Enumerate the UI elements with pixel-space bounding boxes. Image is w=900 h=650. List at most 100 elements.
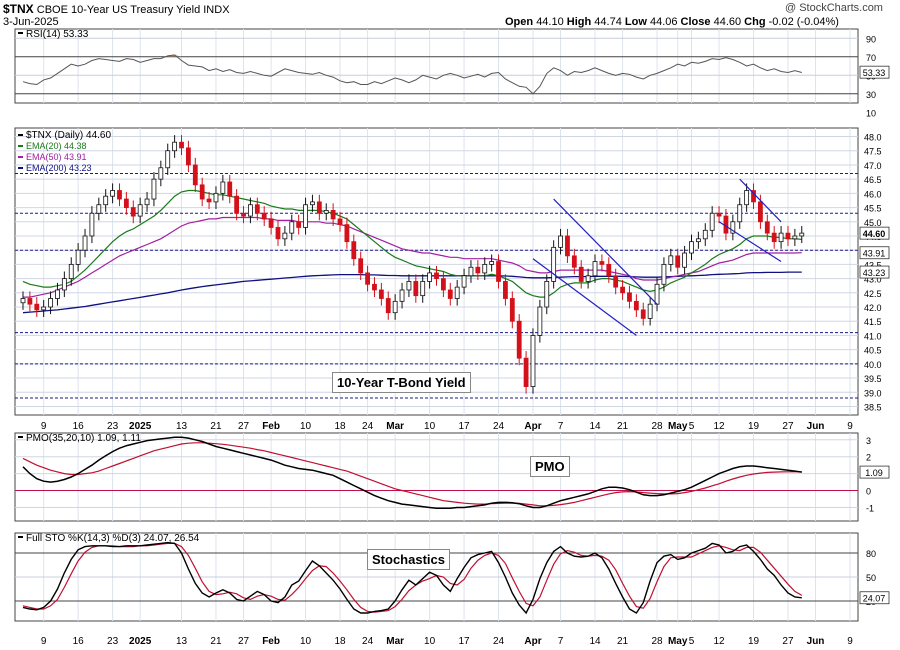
price-value-tag: 43.91 bbox=[863, 249, 886, 259]
price-value-tag-box bbox=[859, 265, 890, 279]
x-tick-label-bottom: 10 bbox=[300, 636, 312, 647]
x-tick-label-top: 17 bbox=[459, 421, 471, 432]
candle-body bbox=[730, 221, 736, 234]
price-panel-annotation: 10-Year T-Bond Yield bbox=[332, 372, 471, 393]
x-tick-label-top: 2025 bbox=[129, 421, 152, 432]
candle-body bbox=[151, 178, 157, 200]
x-tick-label-top: 9 bbox=[41, 421, 47, 432]
candle-body bbox=[792, 235, 798, 240]
x-tick-label-bottom: 9 bbox=[847, 636, 853, 647]
candle-body bbox=[427, 272, 433, 282]
x-tick-label-bottom: 5 bbox=[689, 636, 695, 647]
pmo-signal-line bbox=[22, 442, 802, 507]
price-tick-label: 43.0 bbox=[864, 275, 882, 285]
ticker-description: CBOE 10-Year US Treasury Yield INDX bbox=[36, 4, 230, 16]
pmo-value-tag: 1.09 bbox=[865, 468, 883, 478]
trendline bbox=[739, 178, 782, 223]
candle-body bbox=[179, 141, 184, 149]
candle-body bbox=[96, 204, 102, 214]
x-tick-label-bottom: 21 bbox=[210, 636, 222, 647]
price-tick-label: 40.0 bbox=[864, 360, 882, 370]
price-tick-label: 46.5 bbox=[864, 175, 882, 185]
candle-body bbox=[103, 195, 109, 206]
x-tick-label-top: 27 bbox=[238, 421, 250, 432]
sto-d-line bbox=[22, 542, 803, 613]
candle-body bbox=[206, 198, 212, 203]
high-label: High bbox=[566, 16, 592, 28]
candle-body bbox=[695, 238, 701, 243]
candle-body bbox=[117, 190, 122, 200]
candle-body bbox=[61, 278, 67, 291]
candle-body bbox=[34, 303, 40, 311]
price-tick-label: 48.0 bbox=[864, 133, 882, 143]
candle-body bbox=[261, 212, 267, 220]
sto-title: Full STO %K(14,3) %D(3) 24.07, 26.54 bbox=[26, 533, 200, 544]
candle-body bbox=[378, 289, 384, 299]
candle-body bbox=[544, 281, 550, 308]
candle-body bbox=[330, 210, 336, 220]
trendline bbox=[553, 198, 658, 305]
sto-value-tag: 24.07 bbox=[863, 594, 886, 604]
x-tick-label-bottom: Apr bbox=[524, 636, 541, 647]
rsi-tick-label: 10 bbox=[866, 108, 876, 118]
candle-body bbox=[447, 289, 453, 299]
sto-tick-label: 80 bbox=[866, 549, 876, 559]
candle-body bbox=[675, 255, 681, 268]
candle-body bbox=[778, 232, 784, 243]
pmo-tick-label: -1 bbox=[866, 503, 874, 513]
candle-body bbox=[282, 232, 288, 240]
x-tick-label-top: 23 bbox=[107, 421, 119, 432]
candle-body bbox=[172, 141, 178, 152]
candle-body bbox=[599, 261, 605, 265]
chart-header: $TNX CBOE 10-Year US Treasury Yield INDX bbox=[3, 2, 230, 16]
candle-body bbox=[509, 298, 515, 322]
candle-body bbox=[68, 263, 74, 280]
x-tick-label-bottom: 9 bbox=[41, 636, 47, 647]
candle-body bbox=[758, 201, 763, 223]
candle-body bbox=[737, 204, 743, 223]
candle-body bbox=[372, 283, 377, 291]
x-tick-label-bottom: Mar bbox=[386, 636, 404, 647]
price-tick-label: 46.0 bbox=[864, 189, 882, 199]
candle-body bbox=[702, 229, 708, 240]
candle-body bbox=[392, 300, 398, 314]
high-value: 44.74 bbox=[594, 16, 622, 28]
candle-body bbox=[613, 275, 619, 288]
candle-body bbox=[516, 320, 522, 359]
chg-label: Chg bbox=[744, 16, 766, 28]
pmo-panel-annotation: PMO bbox=[530, 456, 570, 477]
price-tick-label: 41.0 bbox=[864, 331, 882, 341]
ema50-line bbox=[23, 216, 802, 298]
candle-body bbox=[406, 281, 412, 291]
x-tick-label-bottom: 12 bbox=[713, 636, 725, 647]
candle-body bbox=[323, 210, 329, 214]
x-tick-label-bottom: 18 bbox=[334, 636, 346, 647]
candle-body bbox=[227, 181, 233, 197]
candle-body bbox=[123, 198, 129, 208]
candle-body bbox=[41, 306, 47, 311]
candle-body bbox=[248, 204, 253, 217]
ohlc-readout: Open 44.10 High 44.74 Low 44.06 Close 44… bbox=[505, 16, 839, 28]
copyright: @ StockCharts.com bbox=[785, 2, 883, 14]
candle-body bbox=[489, 261, 495, 265]
x-tick-label-top: 9 bbox=[847, 421, 853, 432]
close-value: 44.60 bbox=[713, 16, 742, 28]
candle-body bbox=[440, 278, 446, 291]
x-tick-label-top: 12 bbox=[713, 421, 725, 432]
x-tick-label-top: 10 bbox=[300, 421, 312, 432]
price-tick-label: 47.5 bbox=[864, 147, 882, 157]
x-tick-label-top: 13 bbox=[176, 421, 188, 432]
x-tick-label-top: 24 bbox=[362, 421, 374, 432]
candle-body bbox=[606, 263, 612, 277]
x-tick-label-bottom: 21 bbox=[617, 636, 629, 647]
chart-date: 3-Jun-2025 bbox=[3, 16, 59, 28]
x-tick-label-top: 16 bbox=[73, 421, 85, 432]
candle-body bbox=[158, 167, 164, 180]
x-tick-label-bottom: 19 bbox=[748, 636, 760, 647]
pmo-panel bbox=[14, 432, 859, 522]
rsi-panel bbox=[14, 28, 859, 104]
price-tick-label: 47.0 bbox=[864, 161, 882, 171]
sto-value-tag-box bbox=[859, 591, 890, 605]
candle-body bbox=[234, 195, 240, 214]
